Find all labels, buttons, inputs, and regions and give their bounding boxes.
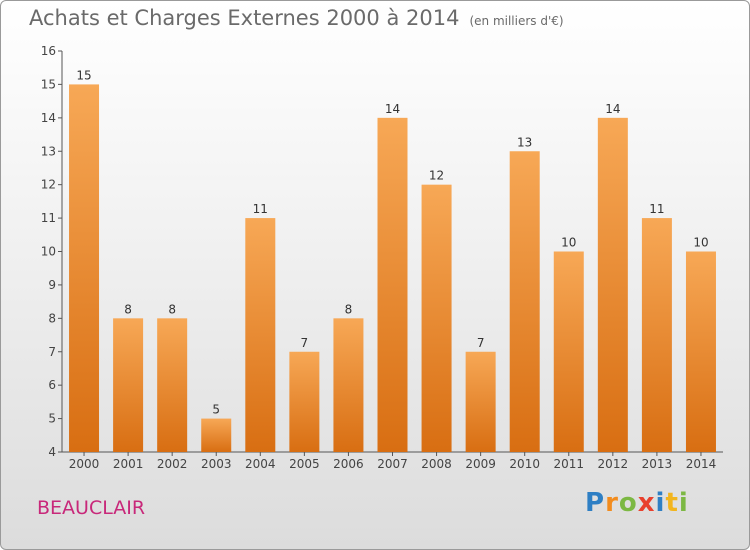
- bar: [201, 418, 232, 452]
- bar: [465, 351, 496, 452]
- data-label: 7: [301, 336, 309, 350]
- bar: [245, 218, 276, 452]
- bar: [597, 117, 628, 452]
- y-tick-label: 14: [41, 111, 56, 125]
- x-tick-label: 2014: [686, 457, 717, 471]
- bar: [641, 218, 672, 452]
- y-tick-label: 4: [48, 445, 56, 459]
- y-tick-label: 6: [48, 378, 56, 392]
- x-tick-label: 2013: [642, 457, 673, 471]
- data-label: 14: [605, 102, 620, 116]
- commune-name: BEAUCLAIR: [37, 497, 146, 519]
- bar: [377, 117, 408, 452]
- unit-label: (en milliers d'€): [469, 14, 564, 28]
- y-tick-label: 10: [41, 245, 56, 259]
- bar: [421, 184, 452, 452]
- logo-letter: P: [585, 488, 606, 518]
- title-text: Achats et Charges Externes 2000 à 2014: [29, 6, 460, 30]
- bar: [333, 318, 364, 452]
- x-tick-label: 2001: [113, 457, 144, 471]
- logo-letter: r: [605, 488, 619, 518]
- x-tick-label: 2006: [333, 457, 364, 471]
- data-label: 8: [345, 302, 353, 316]
- bar: [289, 351, 320, 452]
- data-label: 10: [693, 236, 708, 250]
- x-tick-label: 2007: [377, 457, 408, 471]
- x-tick-label: 2002: [157, 457, 188, 471]
- data-label: 11: [253, 202, 268, 216]
- logo-letter: o: [618, 488, 638, 518]
- y-tick-label: 12: [41, 178, 56, 192]
- x-tick-label: 2009: [465, 457, 496, 471]
- x-tick-label: 2005: [289, 457, 320, 471]
- x-tick-label: 2000: [69, 457, 100, 471]
- data-label: 5: [212, 403, 220, 417]
- chart-title: Achats et Charges Externes 2000 à 2014 (e…: [29, 6, 564, 30]
- data-label: 11: [649, 202, 664, 216]
- data-label: 8: [168, 302, 176, 316]
- bar: [685, 251, 716, 452]
- data-label: 14: [385, 102, 400, 116]
- y-tick-label: 8: [48, 311, 56, 325]
- y-tick-label: 13: [41, 144, 56, 158]
- bar: [69, 84, 100, 453]
- y-tick-label: 7: [48, 345, 56, 359]
- x-tick-label: 2008: [421, 457, 452, 471]
- bar: [157, 318, 188, 452]
- x-tick-label: 2010: [509, 457, 540, 471]
- logo-letter: i: [678, 488, 689, 518]
- y-tick-label: 9: [48, 278, 56, 292]
- proxiti-logo: Proxiti: [585, 488, 689, 518]
- bar: [509, 151, 540, 452]
- x-tick-label: 2003: [201, 457, 232, 471]
- data-label: 10: [561, 236, 576, 250]
- x-tick-label: 2011: [553, 457, 584, 471]
- data-label: 7: [477, 336, 485, 350]
- y-tick-label: 5: [48, 412, 56, 426]
- bar: [113, 318, 144, 452]
- data-label: 8: [124, 302, 132, 316]
- data-label: 12: [429, 169, 444, 183]
- y-tick-label: 11: [41, 211, 56, 225]
- y-tick-label: 16: [41, 44, 56, 58]
- x-tick-label: 2012: [598, 457, 629, 471]
- logo-letter: x: [637, 488, 656, 518]
- logo-letter: t: [665, 488, 679, 518]
- y-tick-label: 15: [41, 77, 56, 91]
- data-label: 13: [517, 135, 532, 149]
- x-tick-label: 2004: [245, 457, 276, 471]
- bar: [553, 251, 584, 452]
- logo-letter: i: [655, 488, 666, 518]
- data-label: 15: [76, 68, 91, 82]
